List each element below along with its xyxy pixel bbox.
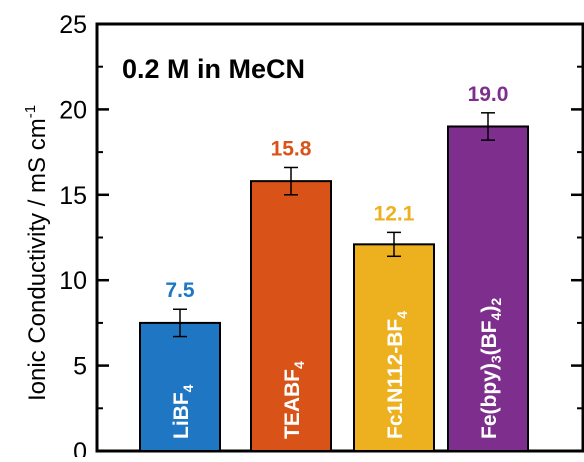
y-tick-label: 0 xyxy=(73,438,87,457)
category-label-part: TEABF xyxy=(281,369,304,439)
y-tick-label: 5 xyxy=(73,353,87,381)
y-tick-label: 25 xyxy=(59,11,87,39)
data-label: 7.5 xyxy=(165,279,195,302)
category-label: LiBF4​ xyxy=(170,384,196,439)
category-label-part: ) xyxy=(478,306,501,313)
error-bars xyxy=(173,112,495,338)
category-label-subscript: 4 xyxy=(488,312,504,320)
category-label-part: (BF xyxy=(478,320,501,355)
bar xyxy=(250,180,332,453)
category-label-subscript: 4 xyxy=(291,361,307,369)
category-label-subscript: 2 xyxy=(488,298,504,306)
category-label-subscript: 4 xyxy=(180,384,196,392)
category-label-part: Fc1N112-BF xyxy=(384,319,407,439)
category-label: Fc1N112-BF4​ xyxy=(384,311,410,439)
category-label-part: LiBF xyxy=(170,392,193,439)
chart-title: 0.2 M in MeCN xyxy=(122,54,305,84)
category-label: Fe(bpy)3​(BF4​)2​ xyxy=(478,298,504,439)
labels: 7.5 LiBF4​ 15.8 TEABF4​ 12.1 Fc1N112-BF4​ 19.0… xyxy=(165,83,508,439)
y-axis-label-text: Ionic Conductivity / mS cm xyxy=(24,118,51,401)
category-label-subscript: 4 xyxy=(394,311,410,319)
y-axis-label: Ionic Conductivity / mS cm-1 xyxy=(22,105,51,401)
bars xyxy=(139,125,529,453)
bar xyxy=(353,243,435,452)
category-label: TEABF4​ xyxy=(281,361,307,439)
category-label-part: Fe(bpy) xyxy=(478,363,501,439)
data-label: 15.8 xyxy=(271,137,312,160)
y-tick-label: 20 xyxy=(59,96,87,124)
category-label-subscript: 3 xyxy=(488,355,504,363)
data-label: 19.0 xyxy=(468,83,509,106)
y-tick-label: 15 xyxy=(59,182,87,210)
data-label: 12.1 xyxy=(374,202,415,225)
y-tick-label: 10 xyxy=(59,267,87,295)
y-axis-label-superscript: -1 xyxy=(22,105,39,118)
bar xyxy=(447,125,529,452)
